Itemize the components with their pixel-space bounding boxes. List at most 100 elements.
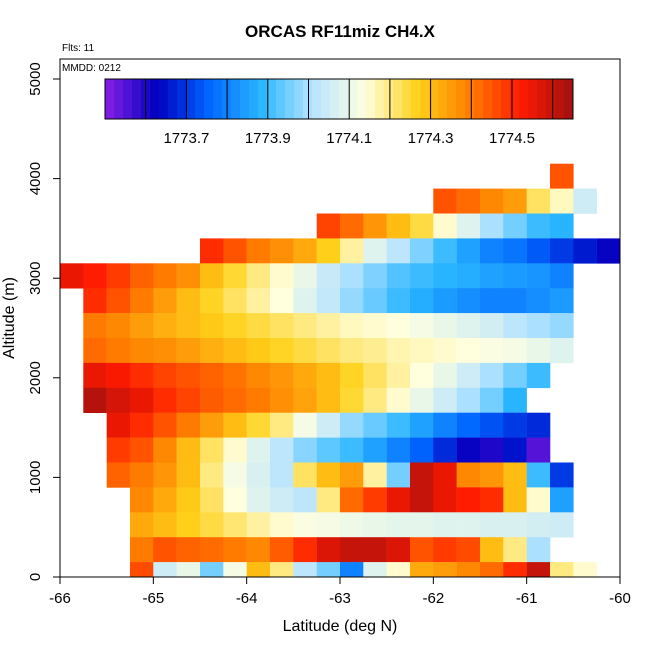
heatmap-cell [316, 338, 341, 364]
heatmap-cell [410, 362, 434, 389]
heatmap-cell [340, 238, 364, 264]
heatmap-cell [573, 562, 597, 578]
heatmap-cell [550, 238, 574, 264]
y-axis: 0 1000 2000 3000 4000 5000 [27, 62, 60, 581]
heatmap-cell [456, 462, 481, 488]
heatmap-cell [456, 238, 481, 264]
colorbar-swatch [375, 79, 385, 119]
colorbar-swatch [465, 79, 475, 119]
heatmap-cell [340, 288, 364, 314]
x-tick-label: -65 [142, 590, 164, 607]
heatmap-cell [480, 462, 504, 488]
heatmap-cell [176, 512, 201, 538]
heatmap-cell [456, 338, 481, 364]
colorbar-swatch [429, 79, 439, 119]
heatmap-cell [293, 288, 317, 314]
heatmap-cell [340, 562, 364, 578]
heatmap-cell [363, 213, 387, 239]
heatmap-cell [456, 188, 481, 214]
heatmap-cell [246, 338, 271, 364]
y-axis-label: Altitude (m) [1, 277, 18, 359]
heatmap-cell [293, 537, 317, 563]
heatmap-cell [153, 512, 177, 538]
heatmap-cell [410, 437, 434, 463]
heatmap-cell [526, 537, 551, 563]
heatmap-cell [176, 462, 201, 488]
heatmap-cell [456, 288, 481, 314]
heatmap-cell [503, 263, 527, 289]
heatmap-cell [270, 562, 294, 578]
colorbar-swatch [519, 79, 529, 119]
heatmap-cell [316, 288, 341, 314]
heatmap-cell [503, 387, 527, 413]
heatmap-cell [293, 387, 317, 413]
colorbar-swatch [474, 79, 484, 119]
heatmap-cell [106, 362, 131, 389]
heatmap-cell [456, 562, 481, 578]
heatmap-cell [363, 412, 387, 438]
heatmap-cell [200, 437, 224, 463]
flights-annotation: Flts: 11 [62, 43, 94, 54]
heatmap-cell [550, 163, 574, 189]
colorbar-tick-label: 1773.9 [245, 130, 291, 147]
colorbar-swatch [438, 79, 448, 119]
heatmap-cell [410, 313, 434, 339]
heatmap-cell [200, 462, 224, 488]
heatmap-cell [270, 487, 294, 513]
heatmap-cell [176, 487, 201, 513]
heatmap-cell [550, 338, 574, 364]
colorbar-swatch [123, 79, 133, 119]
heatmap-cell [293, 512, 317, 538]
heatmap-cell [550, 313, 574, 339]
heatmap-cell [503, 412, 527, 438]
heatmap-cell [433, 487, 457, 513]
heatmap-cell [410, 263, 434, 289]
heatmap-cell [363, 387, 387, 413]
heatmap-cell [153, 338, 177, 364]
heatmap-cell [363, 437, 387, 463]
heatmap-cell [130, 437, 154, 463]
heatmap-cell [503, 362, 527, 389]
heatmap-cell [503, 288, 527, 314]
heatmap-cell [503, 462, 527, 488]
heatmap-cell [433, 263, 457, 289]
heatmap-cell [526, 263, 551, 289]
heatmap-cell [550, 263, 574, 289]
colorbar-swatch [537, 79, 547, 119]
heatmap-cell [480, 362, 504, 389]
heatmap-cell [480, 512, 504, 538]
colorbar-swatch [501, 79, 511, 119]
colorbar-swatch [420, 79, 430, 119]
colorbar-swatch [258, 79, 268, 119]
heatmap-cell [503, 338, 527, 364]
heatmap-cell [503, 537, 527, 563]
heatmap-cell [340, 487, 364, 513]
heatmap-cell [480, 188, 504, 214]
heatmap-cell [270, 412, 294, 438]
x-axis: -66 -65 -64 -63 -62 -61 -60 [49, 577, 631, 607]
colorbar-swatch [303, 79, 313, 119]
heatmap-cell [316, 562, 341, 578]
heatmap-cell [316, 213, 341, 239]
heatmap-cell [106, 288, 131, 314]
heatmap-cell [386, 362, 411, 389]
heatmap-cell [106, 338, 131, 364]
heatmap-cell [153, 462, 177, 488]
heatmap-cell [200, 512, 224, 538]
heatmap-cell [153, 412, 177, 438]
heatmap-cell [83, 313, 107, 339]
heatmap-cell [246, 537, 271, 563]
heatmap-cell [526, 213, 551, 239]
heatmap-cell [433, 313, 457, 339]
colorbar-tick-label: 1774.1 [326, 130, 372, 147]
heatmap-cell [223, 238, 247, 264]
heatmap-cell [386, 537, 411, 563]
heatmap-cell [223, 487, 247, 513]
heatmap-cell [223, 288, 247, 314]
heatmap-cell [526, 188, 551, 214]
heatmap-cell [316, 313, 341, 339]
x-tick-label: -66 [49, 590, 71, 607]
heatmap-cell [270, 288, 294, 314]
colorbar-swatch [483, 79, 493, 119]
